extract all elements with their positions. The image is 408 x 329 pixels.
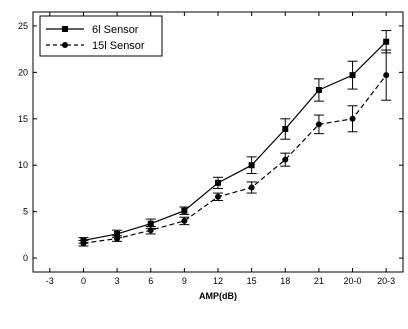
x-tick-label: 9 bbox=[182, 276, 187, 286]
data-point bbox=[147, 227, 154, 234]
data-point bbox=[215, 193, 221, 200]
x-tick-label: 6 bbox=[148, 276, 153, 286]
series-2 bbox=[78, 49, 392, 247]
y-tick-label: 5 bbox=[23, 207, 28, 217]
legend-label: 6l Sensor bbox=[92, 24, 139, 36]
y-tick-label: 10 bbox=[18, 160, 28, 170]
data-point bbox=[147, 220, 154, 227]
data-point bbox=[315, 87, 322, 93]
x-tick-label: 20-3 bbox=[377, 276, 395, 286]
legend-label: 15l Sensor bbox=[92, 40, 145, 52]
data-point bbox=[80, 240, 87, 247]
data-point bbox=[114, 235, 121, 242]
data-point bbox=[215, 179, 221, 186]
legend-box bbox=[39, 15, 163, 57]
legend: 6l Sensor 15l Sensor bbox=[39, 15, 163, 57]
data-point bbox=[248, 162, 255, 169]
y-tick-label: 25 bbox=[18, 21, 28, 31]
y-tick-label: 0 bbox=[23, 253, 28, 263]
series-line bbox=[83, 74, 387, 244]
data-point bbox=[282, 156, 289, 163]
legend-item: 6l Sensor bbox=[46, 24, 139, 36]
data-point bbox=[349, 115, 356, 122]
x-tick-label: 12 bbox=[213, 276, 223, 286]
series-layer bbox=[78, 30, 392, 247]
data-point bbox=[248, 184, 255, 191]
series-1 bbox=[78, 30, 392, 244]
y-tick-label: 15 bbox=[18, 114, 28, 124]
data-point bbox=[181, 217, 188, 224]
x-axis-title: AMP(dB) bbox=[199, 291, 237, 301]
data-point bbox=[114, 230, 121, 237]
series-line bbox=[83, 41, 387, 242]
x-tick-label: 20-0 bbox=[344, 276, 362, 286]
y-axis-ticks: 0 5 10 15 20 25 bbox=[18, 21, 403, 263]
x-tick-label: 3 bbox=[115, 276, 120, 286]
data-point bbox=[282, 126, 289, 132]
data-point bbox=[383, 72, 390, 79]
legend-marker bbox=[62, 26, 68, 32]
x-tick-label: 0 bbox=[81, 276, 86, 286]
x-tick-label: 21 bbox=[314, 276, 324, 286]
x-axis-ticks: -3 0 3 6 9 12 15 18 21 20-0 20-3 bbox=[46, 12, 395, 286]
x-tick-label: 18 bbox=[280, 276, 290, 286]
data-point bbox=[181, 207, 188, 214]
x-tick-label: -3 bbox=[46, 276, 54, 286]
data-point bbox=[383, 38, 390, 45]
y-tick-label: 20 bbox=[18, 67, 28, 77]
x-tick-label: 15 bbox=[247, 276, 257, 286]
legend-item: 15l Sensor bbox=[46, 40, 145, 52]
legend-marker bbox=[62, 42, 68, 48]
data-point bbox=[349, 72, 356, 79]
data-point bbox=[315, 121, 322, 128]
